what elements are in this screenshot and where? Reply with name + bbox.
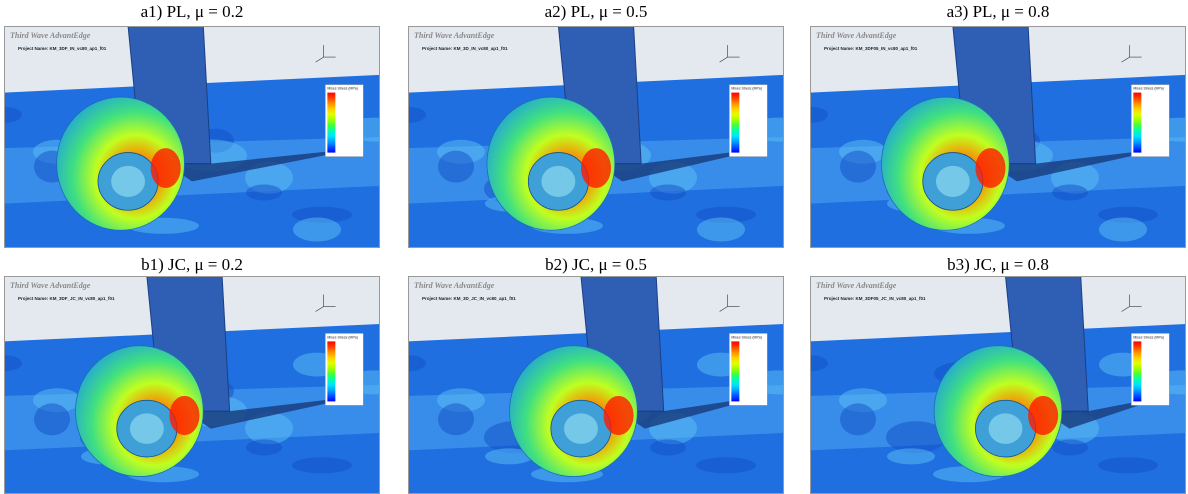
stress-patch (34, 403, 70, 435)
stress-patch (293, 218, 341, 242)
stress-patch (650, 440, 686, 456)
chip-hole (936, 166, 970, 197)
stress-patch (292, 457, 352, 473)
color-bar (327, 341, 335, 401)
watermark: Third Wave AdvantEdge (10, 281, 91, 290)
legend-title: Mises Stress (MPa) (1133, 87, 1164, 91)
color-bar (731, 341, 739, 401)
legend-title: Mises Stress (MPa) (731, 335, 762, 339)
hot-zone (604, 396, 634, 435)
panel-title: a2) PL, μ = 0.5 (408, 2, 784, 22)
simulation-image: Third Wave AdvantEdge Project Name: KM_3D… (810, 26, 1186, 248)
project-name: Project Name: KM_3D_IN_vc80_ap1_f01 (422, 46, 508, 51)
stress-patch (246, 185, 282, 201)
simulation-image: Third Wave AdvantEdge Project Name: KM_3D… (4, 276, 380, 494)
watermark: Third Wave AdvantEdge (414, 31, 495, 40)
project-name: Project Name: KM_3D_JC_IN_vc80_ap1_f01 (422, 296, 516, 301)
legend-title: Mises Stress (MPa) (1133, 335, 1164, 339)
simulation-image: Third Wave AdvantEdge Project Name: KM_3D… (810, 276, 1186, 494)
chip-hole (541, 166, 575, 197)
chip-hole (989, 413, 1023, 444)
legend-title: Mises Stress (MPa) (327, 335, 358, 339)
legend-title: Mises Stress (MPa) (731, 87, 762, 91)
project-name: Project Name: KM_3DF05_JC_IN_vc80_ap1_f0… (824, 296, 926, 301)
stress-patch (840, 403, 876, 435)
stress-patch (1099, 218, 1147, 242)
hot-zone (1028, 396, 1058, 435)
watermark: Third Wave AdvantEdge (816, 281, 897, 290)
stress-patch (697, 218, 745, 242)
color-bar (327, 93, 335, 153)
color-bar (731, 93, 739, 153)
panel-title: b2) JC, μ = 0.5 (408, 255, 784, 275)
panel-title: a1) PL, μ = 0.2 (4, 2, 380, 22)
hot-zone (151, 148, 181, 188)
stress-patch (650, 185, 686, 201)
watermark: Third Wave AdvantEdge (10, 31, 91, 40)
chip-hole (564, 413, 598, 444)
stress-patch (438, 151, 474, 183)
chip-hole (130, 413, 164, 444)
legend-title: Mises Stress (MPa) (327, 87, 358, 91)
panel-title: a3) PL, μ = 0.8 (810, 2, 1186, 22)
panel-title: b1) JC, μ = 0.2 (4, 255, 380, 275)
simulation-image: Third Wave AdvantEdge Project Name: KM_3D… (408, 276, 784, 494)
panel-title: b3) JC, μ = 0.8 (810, 255, 1186, 275)
stress-patch (1098, 457, 1158, 473)
stress-patch (887, 448, 935, 464)
stress-patch (1052, 440, 1088, 456)
watermark: Third Wave AdvantEdge (816, 31, 897, 40)
stress-patch (1052, 185, 1088, 201)
watermark: Third Wave AdvantEdge (414, 281, 495, 290)
hot-zone (975, 148, 1005, 188)
color-bar (1133, 341, 1141, 401)
stress-patch (246, 440, 282, 456)
project-name: Project Name: KM_3DF_IN_vc80_ap1_f01 (18, 46, 107, 51)
simulation-image: Third Wave AdvantEdge Project Name: KM_3D… (408, 26, 784, 248)
simulation-image: Third Wave AdvantEdge Project Name: KM_3D… (4, 26, 380, 248)
color-bar (1133, 93, 1141, 153)
hot-zone (169, 396, 199, 435)
chip-hole (111, 166, 145, 197)
stress-patch (438, 403, 474, 435)
figure: a1) PL, μ = 0.2 Third Wave AdvantEdge Proj… (0, 0, 1188, 494)
project-name: Project Name: KM_3DF05_IN_vc80_ap1_f01 (824, 46, 918, 51)
hot-zone (581, 148, 611, 188)
stress-patch (696, 457, 756, 473)
stress-patch (840, 151, 876, 183)
project-name: Project Name: KM_3DF_JC_IN_vc80_ap1_f01 (18, 296, 115, 301)
